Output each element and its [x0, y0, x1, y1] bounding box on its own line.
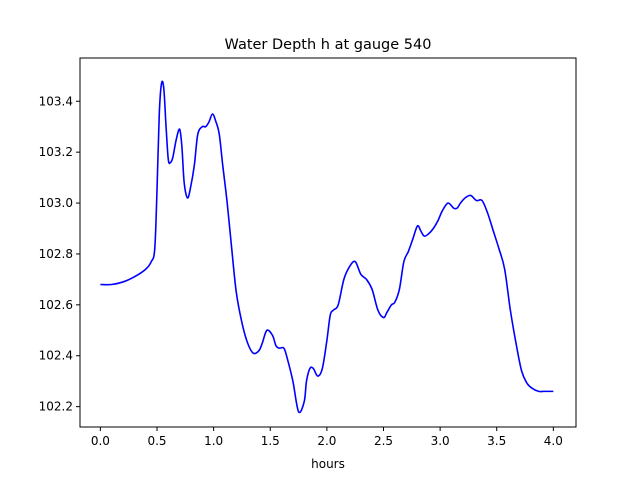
x-axis-label: hours [311, 457, 345, 471]
x-tick-label: 2.0 [317, 434, 336, 448]
y-tick-label: 103.2 [39, 145, 73, 159]
y-tick-label: 103.4 [39, 94, 73, 108]
chart-title: Water Depth h at gauge 540 [225, 37, 432, 53]
plot-frame [79, 57, 577, 428]
plot-area [80, 58, 576, 427]
x-tick-label: 0.5 [147, 434, 166, 448]
x-axis-ticks: 0.0 0.5 1.0 1.5 2.0 2.5 3.0 3.5 4.0 [91, 427, 563, 448]
y-tick-label: 102.4 [39, 349, 73, 363]
y-tick-label: 102.8 [39, 247, 73, 261]
x-tick-label: 2.5 [374, 434, 393, 448]
y-tick-label: 103.0 [39, 196, 73, 210]
series-line-0 [100, 80, 554, 414]
series-layer [100, 80, 554, 414]
x-tick-label: 4.0 [544, 434, 563, 448]
x-tick-label: 0.0 [91, 434, 110, 448]
y-tick-label: 102.2 [39, 400, 73, 414]
x-tick-label: 3.5 [487, 434, 506, 448]
x-tick-label: 1.5 [261, 434, 280, 448]
x-tick-label: 3.0 [431, 434, 450, 448]
y-tick-label: 102.6 [39, 298, 73, 312]
y-axis-ticks: 102.2 102.4 102.6 102.8 103.0 103.2 103.4 [39, 94, 80, 414]
x-tick-label: 1.0 [204, 434, 223, 448]
